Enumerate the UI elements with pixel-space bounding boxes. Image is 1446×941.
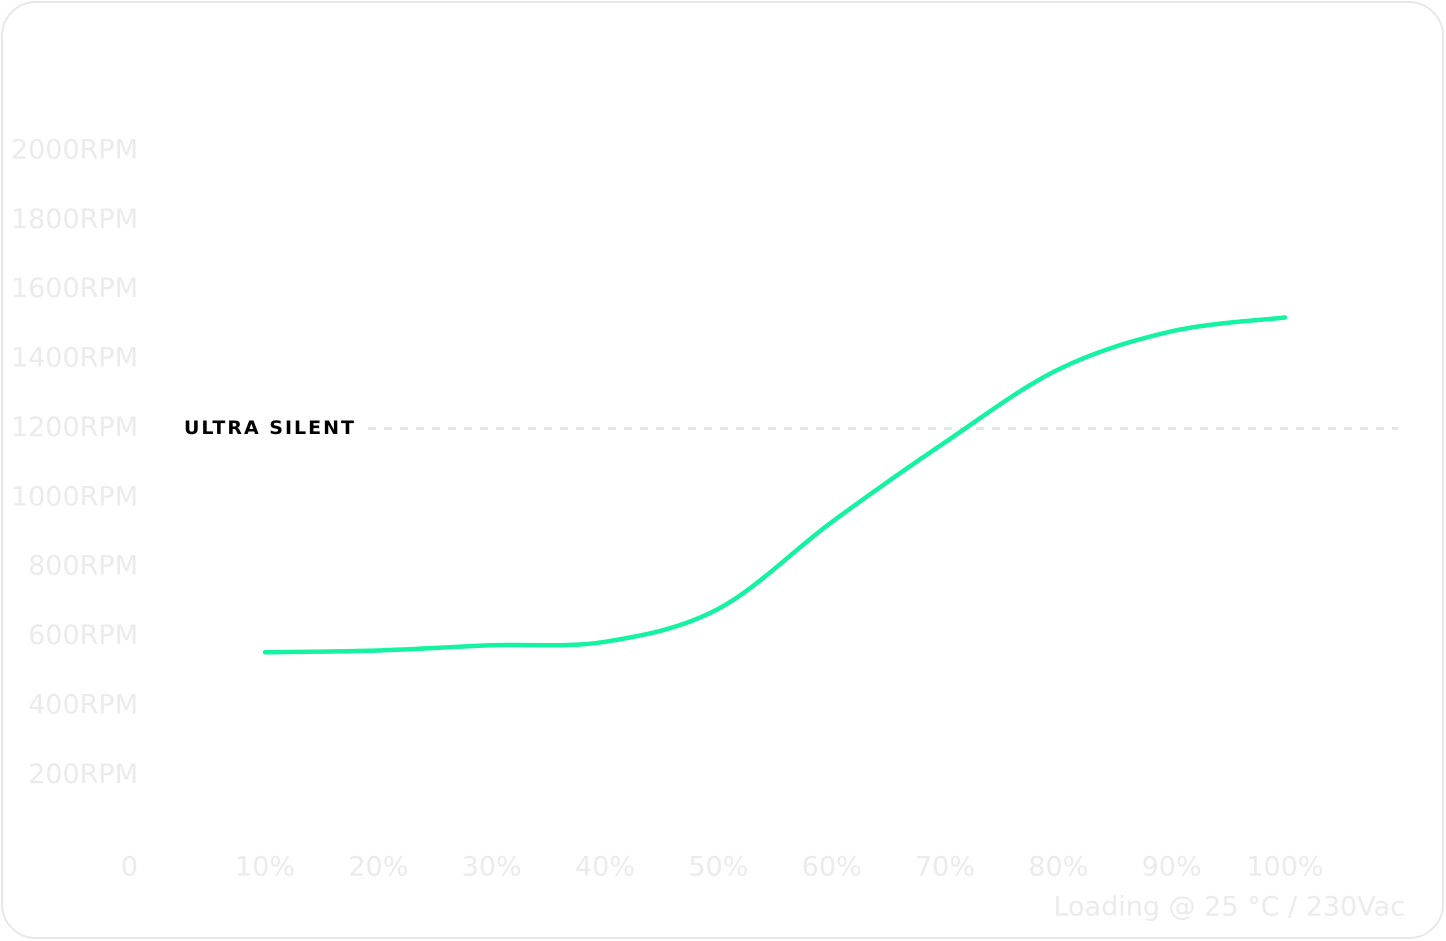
x-tick-label: 20% (348, 852, 408, 883)
y-tick-label: 200RPM (28, 759, 138, 790)
y-tick-label: 1600RPM (11, 273, 138, 304)
x-tick-label: 80% (1028, 852, 1088, 883)
y-tick-label: 1000RPM (11, 481, 138, 512)
x-tick-label: 40% (575, 852, 635, 883)
x-axis-label: Loading @ 25 °C / 230Vac (1053, 892, 1405, 923)
x-tick-label: 90% (1142, 852, 1202, 883)
y-tick-label: 400RPM (28, 689, 138, 720)
y-tick-label: 1200RPM (11, 412, 138, 443)
x-tick-label: 10% (235, 852, 295, 883)
line-series (262, 315, 1288, 655)
y-tick-label: 0 (121, 852, 138, 883)
x-tick-label: 50% (688, 852, 748, 883)
y-tick-label: 1400RPM (11, 343, 138, 374)
y-tick-label: 600RPM (28, 620, 138, 651)
reference-label: ULTRA SILENT (184, 417, 356, 439)
x-tick-label: 70% (915, 852, 975, 883)
y-tick-label: 800RPM (28, 551, 138, 582)
y-tick-label: 2000RPM (11, 135, 138, 166)
y-tick-label: 1800RPM (11, 204, 138, 235)
x-tick-label: 100% (1246, 852, 1323, 883)
reference-label-bg (172, 414, 368, 443)
x-tick-label: 30% (462, 852, 522, 883)
x-tick-label: 60% (802, 852, 862, 883)
